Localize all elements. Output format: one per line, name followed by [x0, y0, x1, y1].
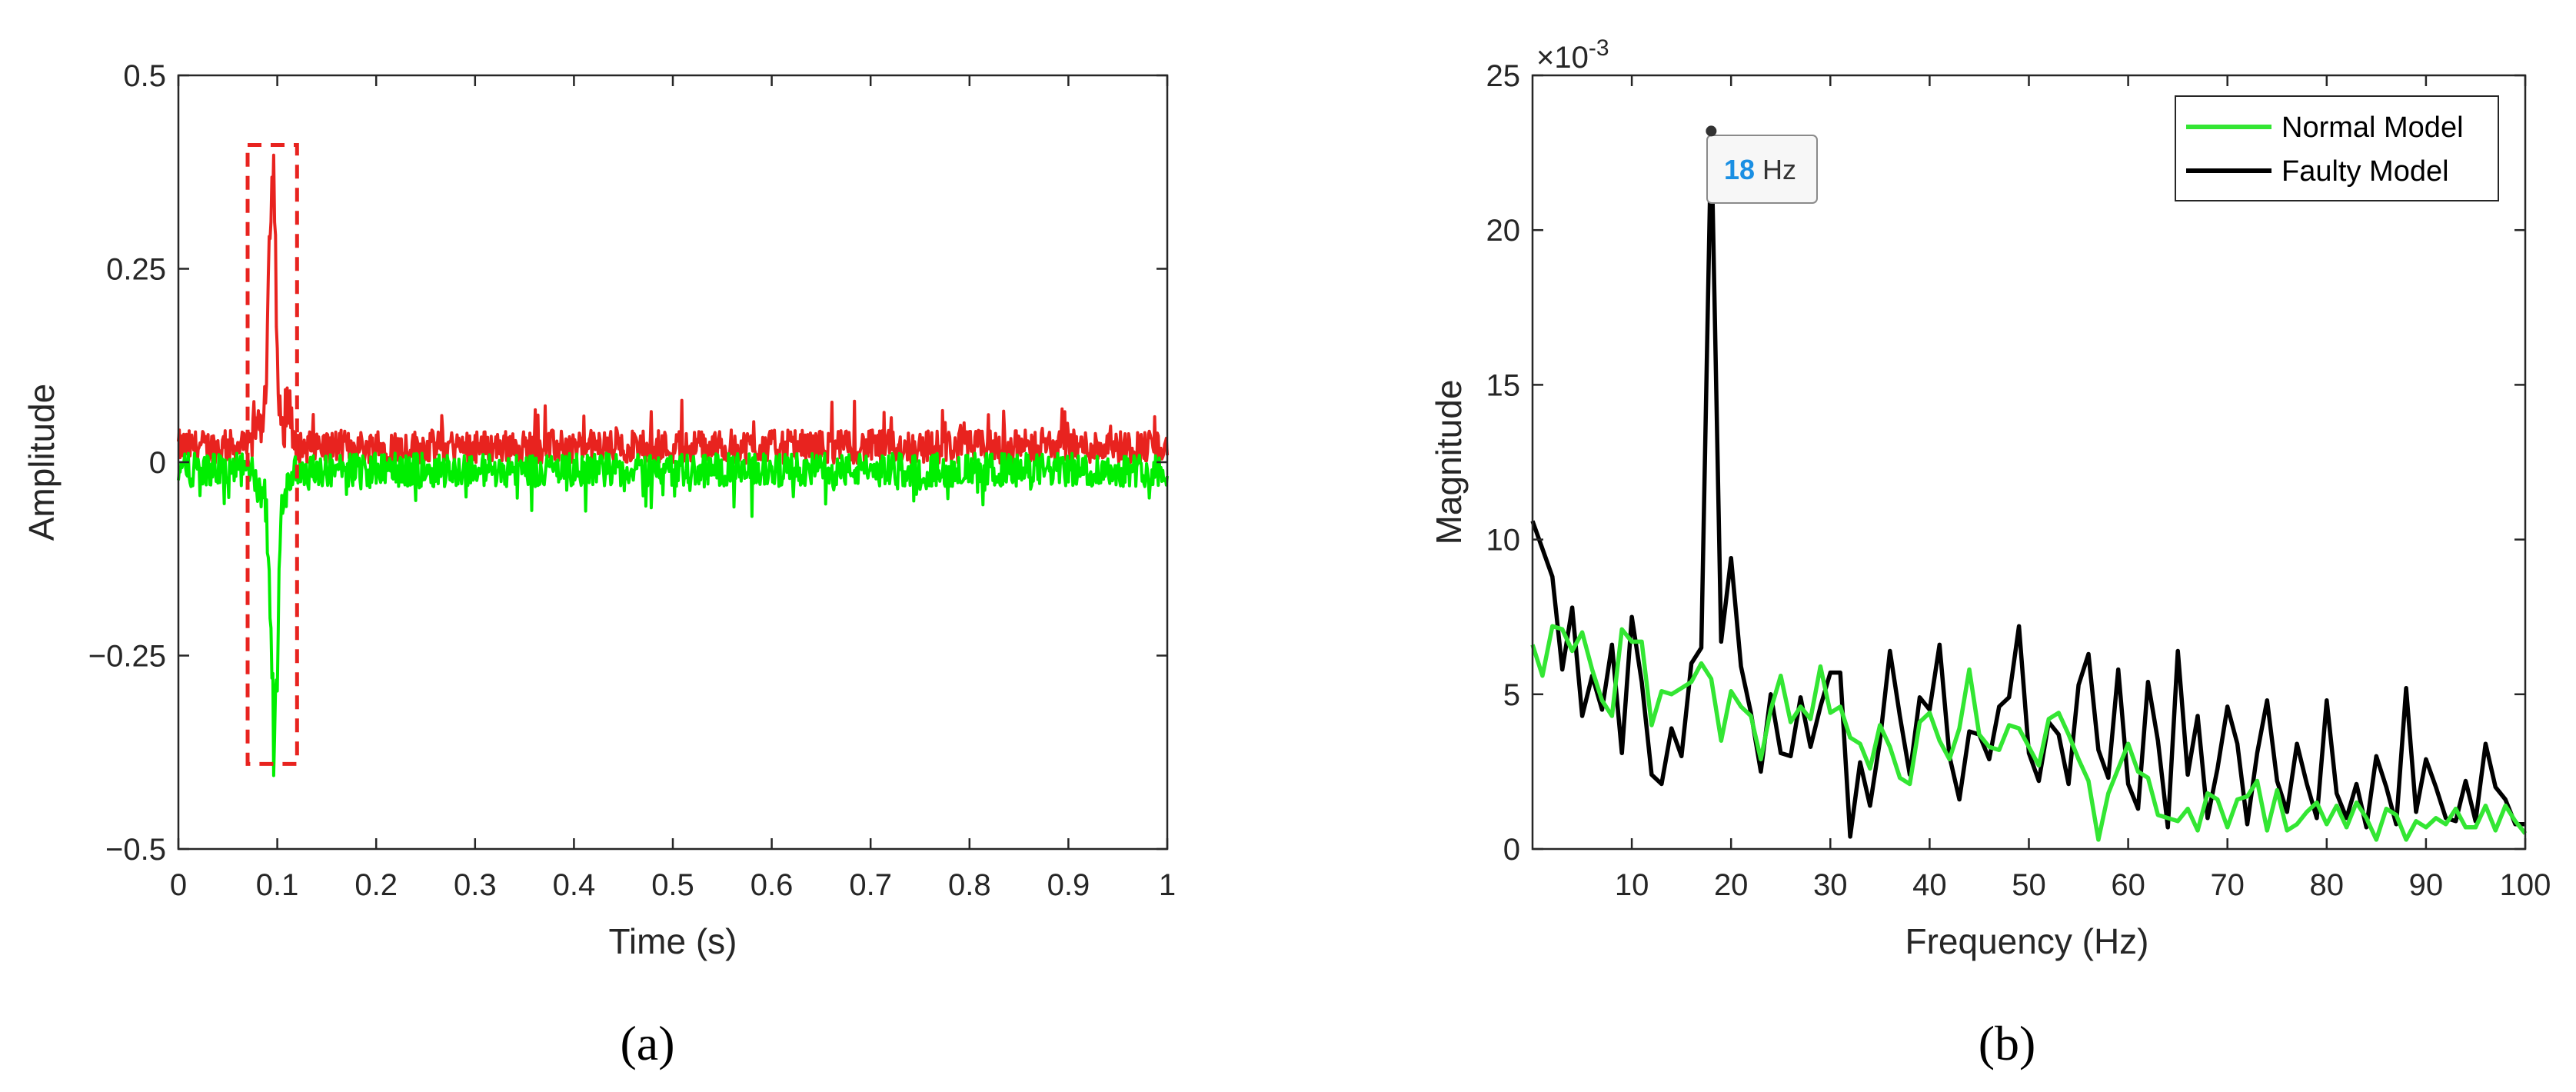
- legend-box: [2175, 95, 2499, 201]
- datatip-marker: [1706, 125, 1717, 137]
- datatip-text: 18 Hz: [1724, 154, 1796, 185]
- x-tick-label: 60: [2111, 868, 2145, 902]
- faulty-signal-line: [177, 153, 1169, 465]
- x-tick-label: 50: [2012, 868, 2046, 902]
- x-tick-label: 1: [1159, 868, 1176, 902]
- y-axis-label-b: Magnitude: [1429, 380, 1469, 545]
- caption-a: (a): [620, 1016, 674, 1070]
- y-tick-label: 0.25: [106, 253, 166, 287]
- y-tick-label: 0: [1503, 833, 1520, 867]
- x-tick-label: 10: [1615, 868, 1649, 902]
- x-tick-label: 0.4: [553, 868, 596, 902]
- x-tick-label: 100: [2500, 868, 2551, 902]
- x-tick-label: 70: [2210, 868, 2245, 902]
- peak-datatip[interactable]: 18 Hz: [1706, 125, 1818, 204]
- y-exponent-label: ×10-3: [1536, 35, 1609, 75]
- y-tick-label: 0: [149, 446, 166, 480]
- y-exponent-base: ×10: [1536, 41, 1589, 75]
- x-ticks-b: 10 20 30 40 50 60 70 80 90 100: [1615, 75, 2551, 902]
- y-tick-label: −0.25: [88, 640, 166, 674]
- y-tick-label: 25: [1486, 59, 1521, 93]
- x-tick-label: 0.1: [256, 868, 299, 902]
- plot-area-b: [1533, 75, 2525, 849]
- y-tick-label: 20: [1486, 214, 1521, 248]
- y-tick-label: 15: [1486, 368, 1521, 402]
- legend: Normal Model Faulty Model: [2175, 95, 2499, 201]
- x-tick-label: 40: [1912, 868, 1947, 902]
- datatip-unit: Hz: [1762, 154, 1796, 185]
- y-ticks-a: 0.5 0.25 0 −0.25 −0.5: [88, 59, 1167, 867]
- panel-a: 0 0.1 0.2 0.3 0.4 0.5 0.6 0.7 0.8 0.9 1 0.50.250−0…: [22, 59, 1176, 1070]
- datatip-box: [1706, 135, 1818, 204]
- x-tick-label: 80: [2310, 868, 2345, 902]
- y-exponent-power: -3: [1589, 35, 1609, 61]
- highlight-box: [245, 143, 299, 766]
- legend-label-normal: Normal Model: [2281, 112, 2464, 144]
- series-group-b: [1530, 128, 2528, 842]
- x-tick-label: 0: [170, 868, 187, 902]
- normal-model-line: [1530, 624, 2528, 842]
- series-group-a: [177, 153, 1169, 777]
- x-tick-label: 30: [1813, 868, 1848, 902]
- caption-b: (b): [1979, 1016, 2036, 1070]
- x-axis-label-b: Frequency (Hz): [1905, 921, 2149, 961]
- legend-label-faulty: Faulty Model: [2281, 155, 2449, 188]
- x-tick-label: 0.6: [751, 868, 794, 902]
- y-tick-label: 0.5: [123, 59, 166, 93]
- x-tick-label: 90: [2409, 868, 2444, 902]
- x-axis-label-a: Time (s): [609, 921, 737, 961]
- y-tick-label: 5: [1503, 678, 1520, 712]
- x-tick-label: 0.8: [948, 868, 991, 902]
- x-tick-label: 0.9: [1047, 868, 1090, 902]
- panel-b: 10 20 30 40 50 60 70 80 90 100 0 5 10 15 20 25 ×10-3 1…: [1429, 35, 2551, 1070]
- x-tick-label: 0.7: [849, 868, 892, 902]
- normal-signal-line: [177, 451, 1169, 777]
- datatip-value: 18: [1724, 154, 1755, 185]
- x-tick-label: 0.5: [651, 868, 694, 902]
- y-tick-label: 10: [1486, 524, 1521, 558]
- y-axis-label-a: Amplitude: [22, 384, 62, 541]
- y-tick-label: −0.5: [105, 833, 166, 867]
- x-tick-label: 0.3: [454, 868, 497, 902]
- x-tick-label: 20: [1714, 868, 1749, 902]
- y-ticks-b: 0 5 10 15 20 25: [1486, 59, 2525, 867]
- x-tick-label: 0.2: [354, 868, 398, 902]
- faulty-model-line: [1530, 128, 2525, 839]
- x-ticks-a: 0 0.1 0.2 0.3 0.4 0.5 0.6 0.7 0.8 0.9 1: [170, 75, 1176, 902]
